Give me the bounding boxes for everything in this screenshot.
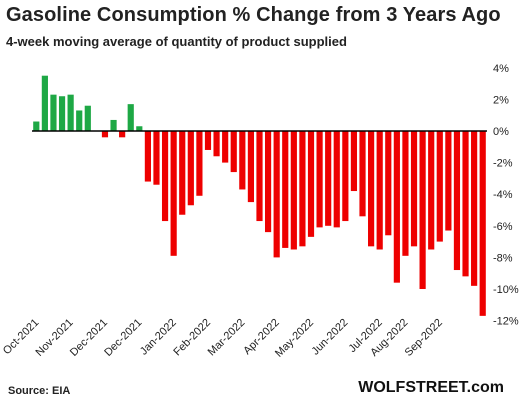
bar (179, 131, 186, 215)
bar (161, 131, 169, 222)
y-tick-label: -8% (493, 252, 513, 264)
bar (247, 131, 254, 203)
bar (479, 131, 486, 316)
bar (402, 131, 409, 256)
bar (153, 131, 160, 185)
y-tick-label: -2% (493, 158, 513, 170)
bar (76, 110, 83, 131)
y-tick-label: 2% (493, 94, 509, 106)
bar (290, 131, 297, 250)
bar (196, 131, 203, 196)
bar (256, 131, 263, 222)
bar (119, 131, 126, 138)
bar (187, 131, 194, 206)
bar (445, 131, 452, 231)
bar (410, 131, 418, 247)
chart-subtitle: 4-week moving average of quantity of pro… (6, 34, 347, 49)
bar (462, 131, 469, 277)
bar (453, 131, 461, 271)
bar (325, 131, 332, 226)
bar (428, 131, 435, 250)
bar (222, 131, 229, 163)
bar (333, 131, 340, 228)
bar (58, 96, 66, 131)
bar (299, 131, 306, 247)
bar (67, 94, 74, 131)
x-tick-label: Jun-2022 (309, 317, 350, 358)
x-axis-ticks: Oct-2021Nov-2021Dec-2021Dec-2021Jan-2022… (1, 317, 445, 360)
chart-title: Gasoline Consumption % Change from 3 Yea… (6, 4, 501, 26)
bar (144, 131, 151, 182)
bar (471, 131, 478, 286)
bar (368, 131, 375, 247)
bar (350, 131, 358, 192)
brand-logo-text: WOLFSTREET.com (358, 379, 504, 396)
bar (385, 131, 392, 236)
bar (136, 126, 143, 131)
x-tick-label: Sep-2022 (403, 317, 445, 359)
bar (127, 104, 134, 131)
bar (376, 131, 383, 250)
x-tick-label: Mar-2022 (206, 317, 248, 359)
bar (110, 119, 117, 131)
bar (342, 131, 349, 222)
y-tick-label: -12% (493, 316, 519, 328)
y-axis-ticks: 4% 2% 0% -2% -4% -6% -8% -10% -12% (493, 63, 519, 328)
bar (41, 75, 48, 131)
bar (84, 105, 91, 131)
bar (50, 94, 57, 131)
y-tick-label: 4% (493, 63, 509, 75)
x-tick-label: Dec-2021 (102, 317, 144, 359)
bar (264, 131, 272, 233)
bar (282, 131, 289, 248)
bars-group (33, 75, 486, 316)
bar (230, 131, 237, 173)
y-tick-label: -6% (493, 221, 513, 233)
source-note: Source: EIA (8, 385, 71, 397)
y-tick-label: -10% (493, 284, 519, 296)
bar (101, 131, 109, 138)
bar (213, 131, 220, 157)
bar (436, 131, 443, 242)
bar (33, 121, 40, 131)
bar (419, 131, 426, 289)
y-tick-label: -4% (493, 189, 513, 201)
bar (204, 131, 212, 150)
bar (273, 131, 280, 258)
bar (307, 131, 315, 237)
bar (170, 131, 177, 256)
y-tick-label: 0% (493, 126, 509, 138)
bar (393, 131, 400, 283)
bar (359, 131, 366, 217)
bar (239, 131, 246, 190)
bar (316, 131, 323, 228)
